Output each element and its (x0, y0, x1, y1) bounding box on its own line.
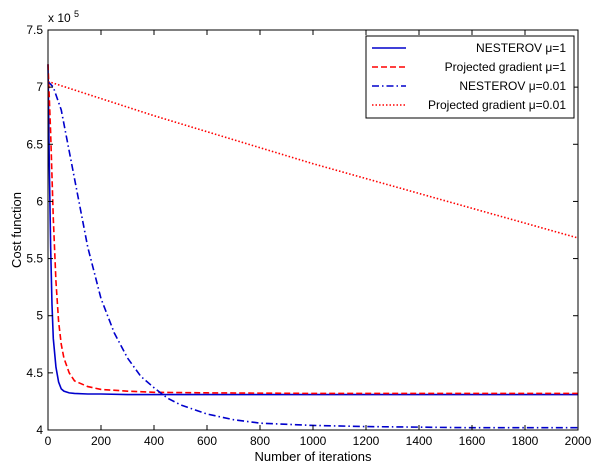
legend-label-4: Projected gradient μ=0.01 (428, 98, 566, 112)
y-axis-ticks: 4 4.5 5 5.5 6 6.5 7 7.5 (26, 23, 578, 437)
x-tick-label: 0 (45, 434, 52, 448)
y-tick-label: 4 (36, 423, 43, 437)
x-tick-label: 1000 (300, 434, 327, 448)
x-axis-label: Number of iterations (254, 449, 372, 464)
x-tick-label: 800 (250, 434, 270, 448)
series-line-2 (47, 64, 578, 395)
y-tick-label: 4.5 (26, 366, 43, 380)
x-axis-ticks: 0 200 400 600 800 1000 1200 1400 1600 1800 2000 (45, 30, 592, 448)
legend: NESTEROV μ=1 Projected gradient μ=1 NESTER… (365, 35, 575, 119)
y-tick-label: 6.5 (26, 137, 43, 151)
y-tick-label: 7.5 (26, 23, 43, 37)
x-tick-label: 200 (91, 434, 111, 448)
y-tick-label: 6 (36, 194, 43, 208)
legend-label-1: NESTEROV μ=1 (476, 41, 566, 55)
x-tick-label: 1200 (353, 434, 380, 448)
y-tick-label: 5.5 (26, 252, 43, 266)
x-tick-label: 1400 (406, 434, 433, 448)
series-line-1 (47, 64, 578, 396)
y-axis-label: Cost function (9, 192, 24, 268)
y-tick-label: 7 (36, 80, 43, 94)
x-tick-label: 2000 (565, 434, 592, 448)
series-line-4 (47, 80, 579, 239)
series-line-3 (47, 80, 578, 429)
plot-series (47, 64, 579, 429)
x-tick-label: 600 (197, 434, 217, 448)
legend-label-3: NESTEROV μ=0.01 (459, 79, 566, 93)
x-tick-label: 1600 (459, 434, 486, 448)
legend-label-2: Projected gradient μ=1 (445, 60, 567, 74)
x-tick-label: 1800 (512, 434, 539, 448)
y-axis-multiplier-base: x 10 (48, 11, 71, 25)
y-axis-multiplier: x 10 5 (48, 9, 79, 25)
x-tick-label: 400 (144, 434, 164, 448)
y-tick-label: 5 (36, 309, 43, 323)
y-axis-multiplier-exponent: 5 (74, 9, 79, 19)
